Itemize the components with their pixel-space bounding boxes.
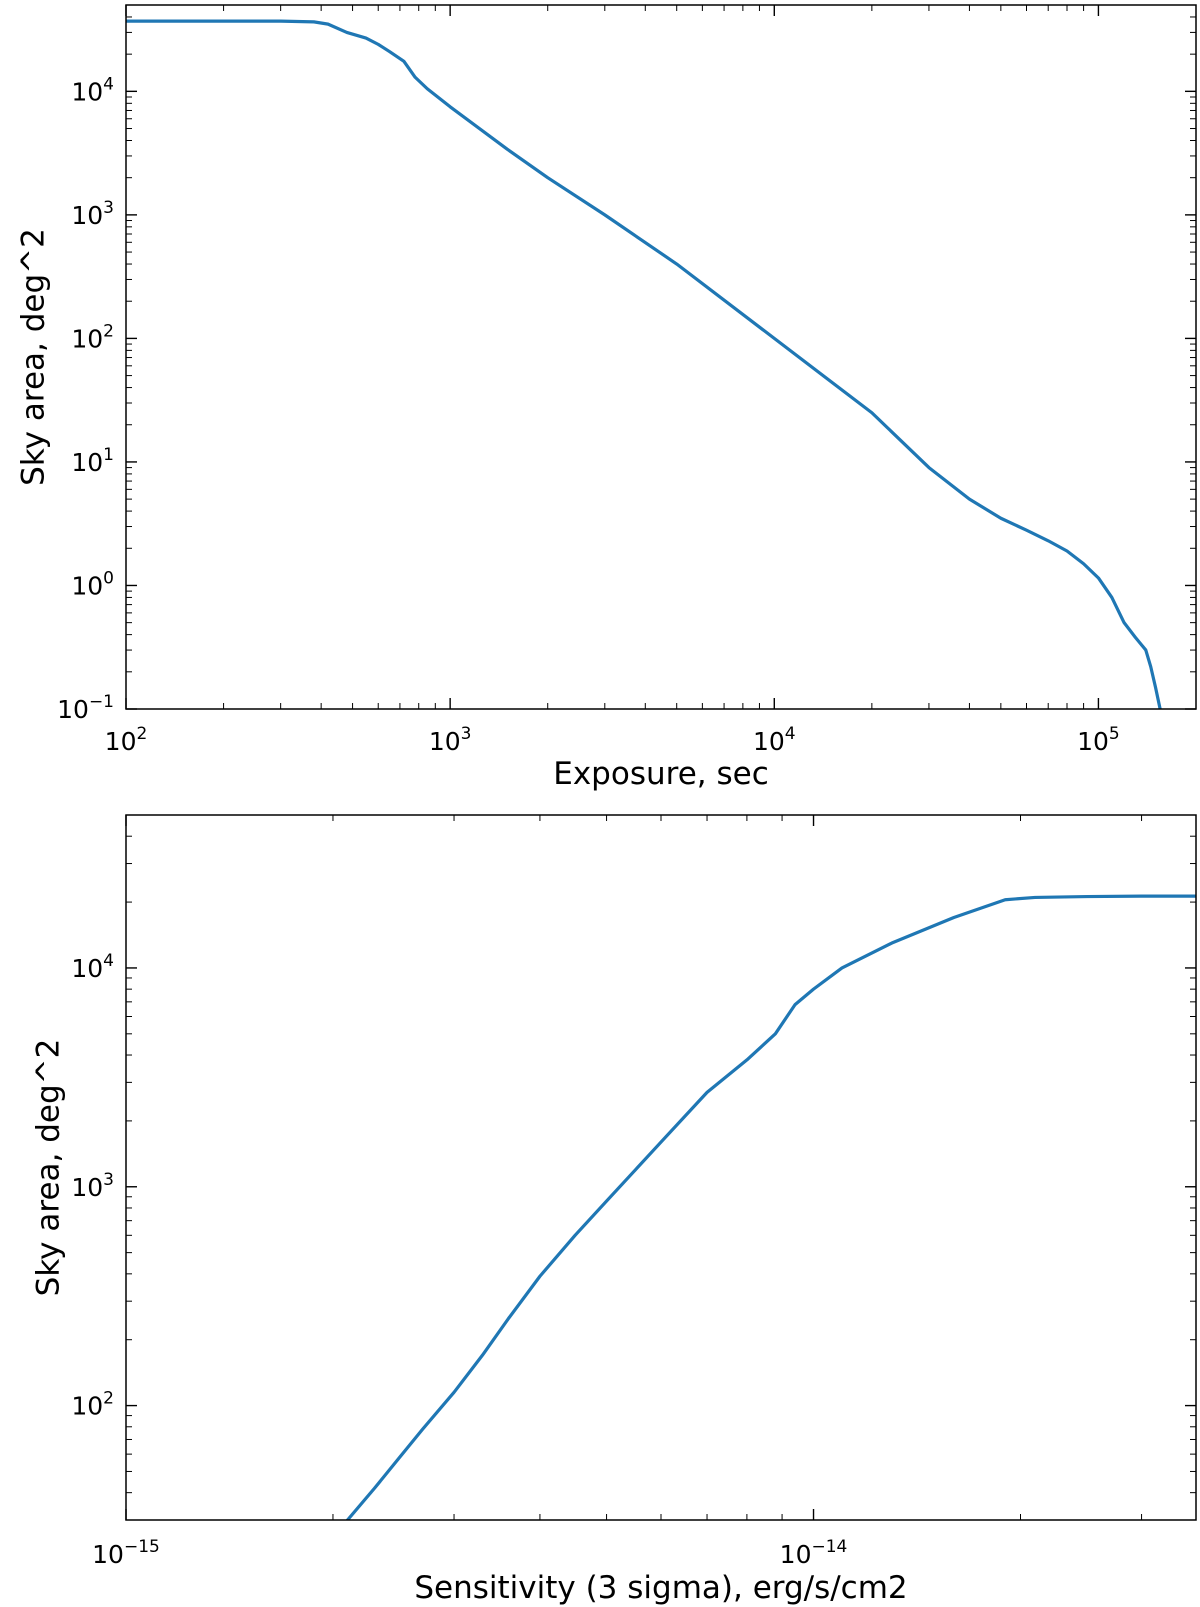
sensitivity-panel: 10−15 10−14 102 103 104 Sensitivity (3 sigma)… xyxy=(31,814,1197,1606)
x-axis-label: Exposure, sec xyxy=(553,756,769,792)
series-line xyxy=(126,19,1162,709)
exposure-panel: 102 103 104 10510−1100101102103104Exposure,… xyxy=(16,4,1197,792)
y-tick-label: 102 xyxy=(71,321,114,353)
x-tick-label: 10−14 xyxy=(780,1537,848,1569)
y-tick-label: 102 xyxy=(71,1389,114,1421)
y-tick-label: 104 xyxy=(71,74,114,106)
plot-frame xyxy=(125,4,1197,710)
y-tick-label: 100 xyxy=(71,568,114,600)
x-tick-label: 10−15 xyxy=(92,1537,160,1569)
y-tick-label: 103 xyxy=(71,198,114,230)
x-tick-label: 102 xyxy=(105,724,148,756)
y-tick-label: 104 xyxy=(71,951,114,983)
series-line xyxy=(345,894,1196,1520)
y-axis-label: Sky area, deg^2 xyxy=(16,228,52,486)
y-tick-label: 10−1 xyxy=(57,692,114,724)
x-axis-label: Sensitivity (3 sigma), erg/s/cm2 xyxy=(414,1570,907,1606)
plot-frame xyxy=(125,814,1197,1521)
x-tick-label: 105 xyxy=(1077,724,1120,756)
y-tick-label: 103 xyxy=(71,1170,114,1202)
x-tick-label: 103 xyxy=(429,724,472,756)
x-tick-label: 104 xyxy=(753,724,796,756)
y-axis-label: Sky area, deg^2 xyxy=(31,1039,67,1297)
y-tick-label: 101 xyxy=(71,445,114,477)
